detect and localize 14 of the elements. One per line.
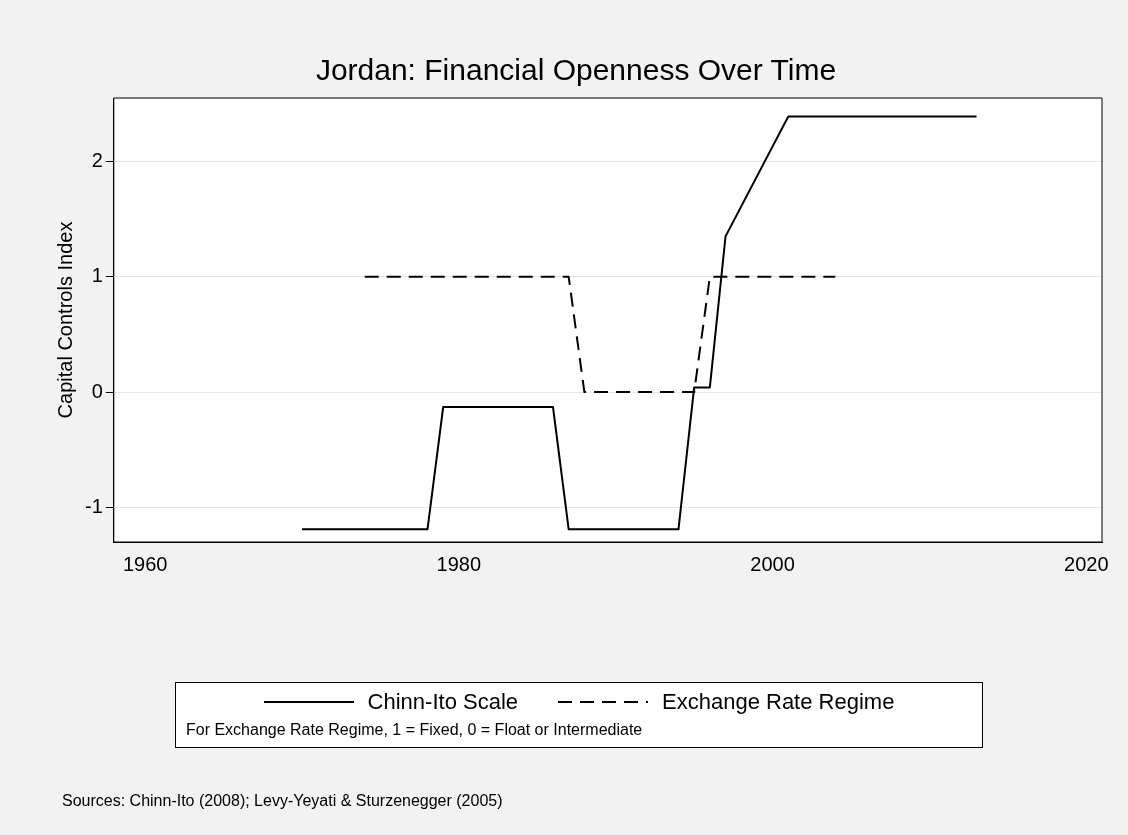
y-tick-label: -1	[84, 494, 103, 517]
legend-label: Chinn-Ito Scale	[367, 689, 519, 715]
x-tick-label: 2020	[1064, 552, 1109, 575]
x-tick-label: 1980	[436, 552, 482, 575]
text: For Exchange Rate Regime, 1 = Fixed, 0 = Float or Intermediate	[186, 721, 644, 739]
y-tick-label: 0	[91, 379, 103, 402]
y-tick-label: 1	[91, 264, 103, 287]
x-tick-label: 2000	[750, 552, 795, 575]
legend-label: Exchange Rate Regime	[662, 689, 895, 715]
source-note: Sources: Chinn-Ito (2008); Levy-Yeyati & Sturzenegger (2005)	[62, 792, 503, 810]
y-axis-title: Capital Controls Index	[53, 221, 76, 419]
chart-title: Jordan: Financial Openness Over Time	[315, 53, 837, 87]
x-tick-label: 1960	[122, 552, 168, 575]
y-tick-label: 2	[91, 148, 103, 171]
